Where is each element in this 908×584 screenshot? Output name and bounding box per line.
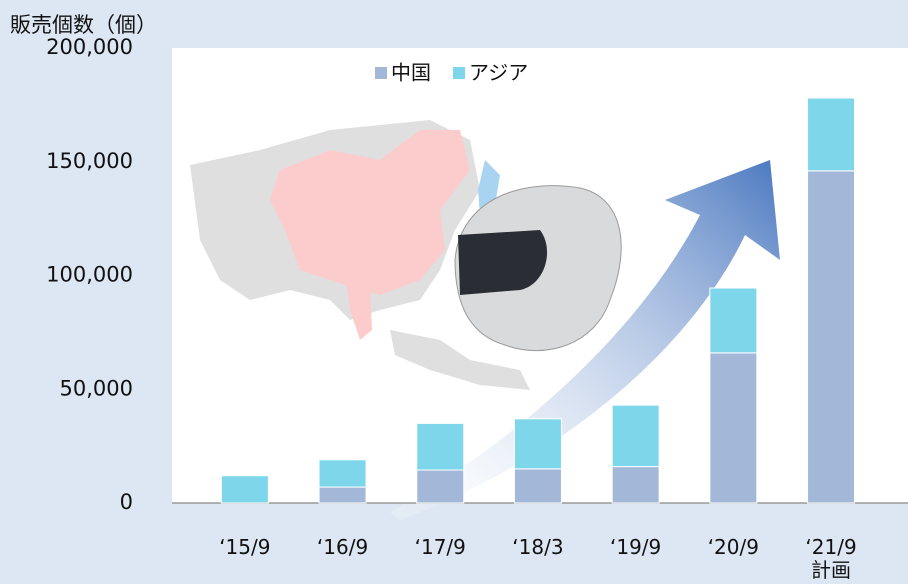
bar-segment bbox=[220, 475, 269, 504]
legend-label: アジア bbox=[469, 61, 528, 85]
bar-segment bbox=[318, 486, 367, 504]
legend-swatch bbox=[375, 67, 387, 79]
helmet-illustration bbox=[454, 185, 622, 352]
x-tick-label: ‘21/9 計画 bbox=[805, 535, 857, 582]
bar-segment bbox=[318, 459, 367, 488]
bar-segment bbox=[513, 418, 562, 470]
bar-segment bbox=[513, 468, 562, 504]
bar-segment bbox=[807, 97, 856, 172]
legend-label: 中国 bbox=[391, 61, 431, 85]
x-tick-label: ‘18/3 bbox=[512, 535, 564, 559]
y-tick-label: 0 bbox=[120, 490, 133, 514]
bar-segment bbox=[709, 352, 758, 504]
x-tick-label: ‘16/9 bbox=[316, 535, 369, 559]
legend-swatch bbox=[453, 67, 465, 79]
bar-segment bbox=[709, 287, 758, 354]
y-tick-label: 50,000 bbox=[60, 376, 133, 400]
y-tick-label: 150,000 bbox=[46, 149, 133, 173]
bar-segment bbox=[416, 422, 465, 471]
bar-segment bbox=[807, 170, 856, 504]
y-tick-label: 200,000 bbox=[46, 35, 133, 59]
bar-segment bbox=[611, 404, 660, 468]
x-tick-label: ‘20/9 bbox=[707, 535, 759, 559]
x-tick-label: ‘15/9 bbox=[219, 535, 271, 559]
y-tick-label: 100,000 bbox=[46, 263, 133, 287]
x-tick-label: ‘17/9 bbox=[414, 535, 466, 559]
bar-segment bbox=[611, 466, 660, 504]
map-illustration bbox=[190, 120, 530, 390]
x-tick-label: ‘19/9 bbox=[610, 535, 662, 559]
growth-arrow bbox=[390, 160, 780, 520]
bar-segment bbox=[416, 469, 465, 504]
chart-title: 販売個数（個） bbox=[10, 13, 157, 37]
